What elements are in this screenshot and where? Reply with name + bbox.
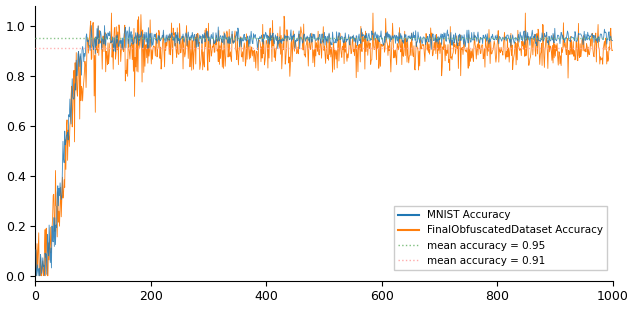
Legend: MNIST Accuracy, FinalObfuscatedDataset Accuracy, mean accuracy = 0.95, mean accu: MNIST Accuracy, FinalObfuscatedDataset A… — [394, 206, 607, 270]
